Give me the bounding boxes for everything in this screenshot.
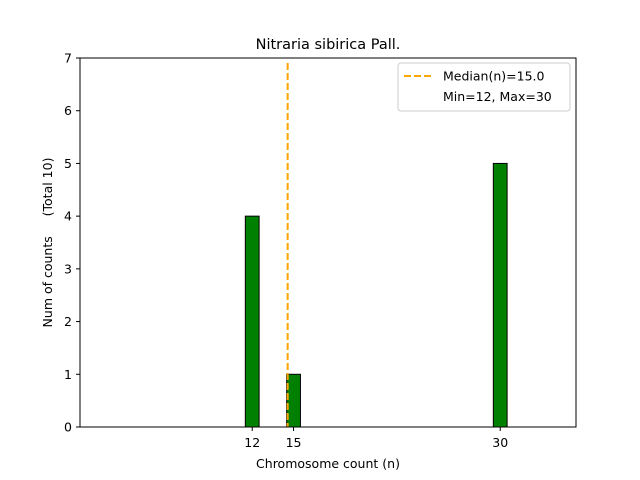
y-tick-label-1: 1 (64, 367, 72, 382)
x-tick-label-12: 12 (244, 435, 260, 450)
legend-entry-minmax: Min=12, Max=30 (443, 89, 552, 104)
legend-entry-median: Median(n)=15.0 (443, 69, 544, 84)
bar-30 (492, 162, 508, 428)
y-tick-label-4: 4 (64, 209, 72, 224)
y-tick-label-6: 6 (64, 103, 72, 118)
bars-group (244, 162, 508, 428)
y-tick-label-0: 0 (64, 420, 72, 435)
x-tick-label-30: 30 (492, 435, 508, 450)
y-axis-ticks: 0 1 2 3 4 5 6 7 (64, 51, 80, 435)
chart-title: Nitraria sibirica Pall. (256, 37, 401, 53)
y-tick-label-3: 3 (64, 261, 72, 276)
bar-12 (244, 215, 260, 428)
y-axis-label: Num of counts (Total 10) (40, 158, 55, 328)
y-tick-label-2: 2 (64, 314, 72, 329)
plot-frame (79, 57, 577, 428)
bar-15 (286, 373, 301, 428)
x-axis-ticks: 12 15 30 (244, 427, 508, 450)
legend-box (397, 62, 571, 112)
y-tick-label-5: 5 (64, 156, 72, 171)
legend: Median(n)=15.0 Min=12, Max=30 (397, 62, 571, 112)
y-tick-label-7: 7 (64, 51, 72, 66)
x-axis-label: Chromosome count (n) (256, 456, 400, 471)
x-tick-label-15: 15 (286, 435, 302, 450)
